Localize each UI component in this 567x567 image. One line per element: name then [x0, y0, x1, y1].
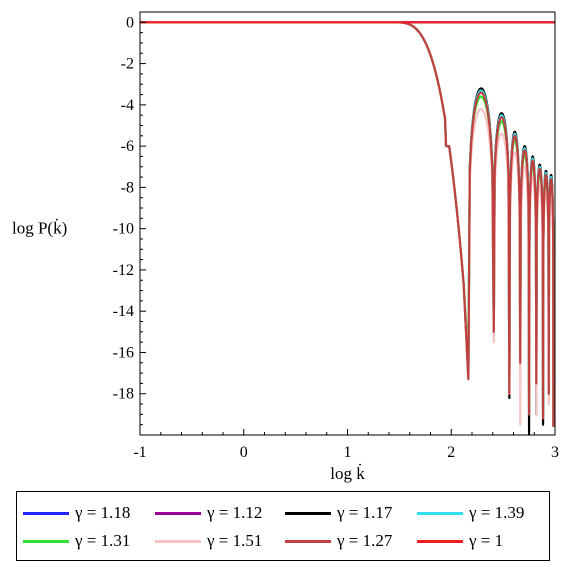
y-axis: 0 -2 -4 -6 -8 -10 -12 -14 -16 -18 [113, 14, 146, 426]
legend-label: γ = 1.27 [337, 531, 393, 550]
series-line-3 [140, 21, 555, 427]
y-tick-label: 0 [126, 14, 134, 31]
y-tick-label: -8 [121, 179, 134, 196]
x-tick-label: 1 [344, 444, 352, 461]
y-tick-label: -16 [113, 344, 134, 361]
legend-item: γ = 1.18 [23, 502, 130, 524]
x-tick-label: -1 [133, 444, 146, 461]
series-line-6 [140, 21, 555, 427]
x-tick-label: 0 [240, 444, 248, 461]
y-tick-label: -10 [113, 221, 134, 238]
legend-swatch [155, 539, 201, 543]
legend-label: γ = 1.51 [207, 531, 263, 550]
x-tick-label: 2 [447, 444, 455, 461]
y-axis-label: log P(k̇) [12, 219, 67, 238]
legend-swatch [155, 511, 201, 515]
legend-item: γ = 1 [417, 530, 503, 552]
legend-swatch [285, 511, 331, 515]
series-line-5 [140, 21, 555, 427]
legend-swatch [285, 539, 331, 543]
legend-label: γ = 1.39 [469, 503, 525, 522]
y-tick-label: -6 [121, 138, 134, 155]
x-tick-label: 3 [551, 444, 559, 461]
y-tick-label: -12 [113, 262, 134, 279]
legend-swatch [417, 511, 463, 515]
legend-swatch [23, 539, 69, 543]
legend-item: γ = 1.12 [155, 502, 262, 524]
plot-area: -1 0 1 2 3 0-2-4-6-8-10-12-14-16-18 log k̇ l… [12, 11, 559, 483]
legend-label: γ = 1.31 [75, 531, 131, 550]
y-tick-label: -4 [121, 97, 134, 114]
legend-item: γ = 1.51 [155, 530, 262, 552]
y-tick-label: -14 [113, 303, 134, 320]
y-tick-label: -18 [113, 386, 134, 403]
legend-item: γ = 1.39 [417, 502, 524, 524]
legend-item: γ = 1.17 [285, 502, 392, 524]
series-line-4 [140, 21, 555, 425]
legend-item: γ = 1.31 [23, 530, 130, 552]
series-line-2 [140, 21, 555, 435]
legend-label: γ = 1.18 [75, 503, 131, 522]
curves-layer [140, 21, 555, 435]
y-tick-label: -2 [121, 56, 134, 73]
legend: γ = 1.18 γ = 1.12 γ = 1.17 γ = 1.39 γ = 1.31… [16, 491, 550, 561]
x-axis: -1 0 1 2 3 [133, 429, 559, 461]
x-axis-label: log k̇ [330, 464, 365, 483]
legend-item: γ = 1.27 [285, 530, 392, 552]
legend-label: γ = 1.17 [337, 503, 393, 522]
legend-swatch [417, 539, 463, 543]
legend-label: γ = 1.12 [207, 503, 263, 522]
legend-swatch [23, 511, 69, 515]
legend-label: γ = 1 [469, 531, 504, 550]
